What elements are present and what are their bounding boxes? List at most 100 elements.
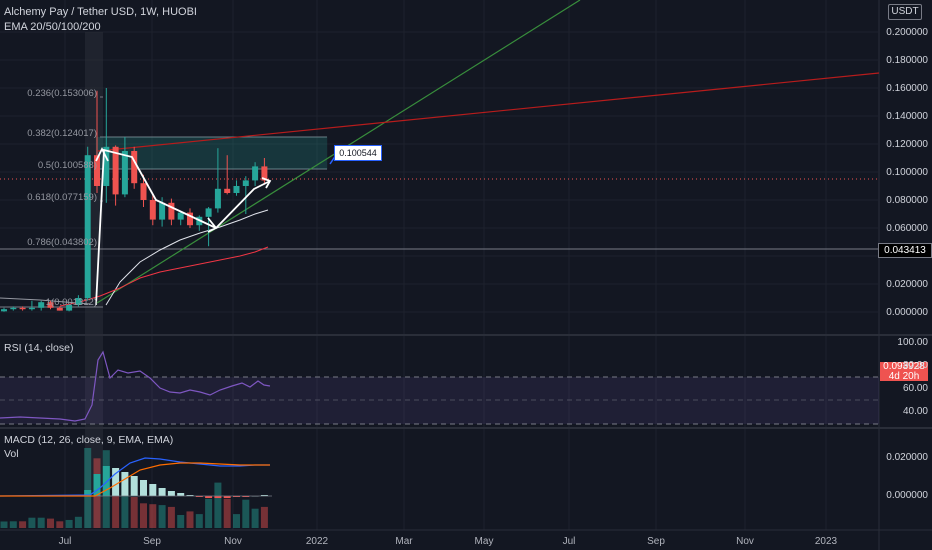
- macd-signal-line: [0, 462, 270, 497]
- candle-body[interactable]: [47, 302, 54, 308]
- candle-body[interactable]: [1, 309, 7, 312]
- macd-histogram-bar: [260, 495, 268, 496]
- macd-histogram-bar: [242, 496, 250, 497]
- price-callout[interactable]: 0.100544: [334, 145, 382, 161]
- time-tick: Jul: [562, 536, 576, 547]
- volume-bar: [223, 498, 231, 528]
- candle-body[interactable]: [84, 155, 91, 298]
- ema-legend[interactable]: EMA 20/50/100/200: [4, 21, 101, 33]
- candles-series[interactable]: [1, 88, 268, 312]
- horizontal-line-price-badge: 0.043413: [878, 243, 932, 258]
- candle-body[interactable]: [214, 188, 221, 209]
- candle-body[interactable]: [233, 186, 240, 193]
- volume-bar: [186, 511, 194, 528]
- ema-dark-line: [0, 297, 91, 305]
- macd-histogram-bar: [112, 468, 120, 496]
- volume-bar: [260, 506, 268, 528]
- current-price-badge: 0.093928 4d 20h: [880, 361, 928, 382]
- candle-body[interactable]: [252, 166, 259, 181]
- time-tick: May: [474, 536, 494, 547]
- price-tick: 0.000000: [886, 307, 928, 318]
- price-tick: 0.200000: [886, 27, 928, 38]
- rsi-line: [0, 350, 271, 422]
- rsi-legend[interactable]: RSI (14, close): [4, 342, 74, 354]
- candle-body[interactable]: [159, 202, 166, 220]
- candle-body[interactable]: [168, 202, 175, 220]
- time-tick: Nov: [224, 536, 242, 547]
- fib-zone[interactable]: [95, 136, 328, 170]
- fib-label: 0.382(0.124017): [27, 128, 97, 139]
- candle-body[interactable]: [242, 180, 249, 186]
- volume-bar: [158, 505, 166, 528]
- price-tick: 0.160000: [886, 83, 928, 94]
- price-tick: 0.100000: [886, 167, 928, 178]
- macd-legend[interactable]: MACD (12, 26, close, 9, EMA, EMA): [4, 434, 174, 446]
- bar-countdown: 4d 20h: [888, 371, 920, 382]
- volume-bar: [84, 448, 92, 528]
- volume-bar: [0, 521, 8, 528]
- candle-body[interactable]: [75, 298, 82, 305]
- volume-bar: [112, 485, 120, 528]
- candle-body[interactable]: [38, 302, 45, 308]
- macd-histogram-bar: [158, 488, 166, 496]
- candle-body[interactable]: [224, 188, 231, 193]
- arrow-head-icon: [95, 146, 109, 162]
- candle-body[interactable]: [140, 183, 147, 200]
- volume-bar: [177, 515, 185, 528]
- arrow-head-icon: [261, 177, 272, 189]
- trendline-red[interactable]: [97, 72, 880, 152]
- fib-label: 1(0.001312): [45, 297, 97, 308]
- macd-histogram-bar: [93, 474, 101, 496]
- time-tick: 2023: [814, 536, 838, 547]
- projection-path[interactable]: [95, 148, 271, 306]
- rsi-tick: 60.00: [902, 383, 928, 394]
- candle-body[interactable]: [28, 307, 35, 310]
- candle-body[interactable]: [187, 212, 193, 226]
- candle-body[interactable]: [103, 146, 110, 186]
- price-tick: 0.080000: [886, 195, 928, 206]
- fib-label: 0.618(0.077159): [27, 192, 97, 203]
- volume-bar: [167, 506, 175, 528]
- candle-body[interactable]: [121, 151, 128, 195]
- candle-body[interactable]: [94, 155, 100, 186]
- candle-body[interactable]: [19, 307, 26, 310]
- volume-bar: [242, 499, 250, 528]
- volume-legend[interactable]: Vol: [4, 448, 19, 460]
- volume-bar: [74, 516, 82, 528]
- candle-body[interactable]: [66, 305, 73, 311]
- time-tick: Sep: [647, 536, 665, 547]
- candle-body[interactable]: [261, 166, 268, 181]
- currency-button[interactable]: USDT: [888, 4, 922, 20]
- fib-label: 0.5(0.100588): [37, 160, 97, 171]
- macd-histogram-bar: [167, 491, 175, 496]
- macd-histogram: [0, 466, 268, 498]
- price-tick: 0.140000: [886, 111, 928, 122]
- macd-histogram-bar: [205, 496, 213, 498]
- candle-body[interactable]: [131, 151, 138, 184]
- candle-body[interactable]: [205, 208, 212, 217]
- macd-histogram-bar: [84, 490, 92, 496]
- candle-body[interactable]: [177, 212, 184, 220]
- candle-body[interactable]: [10, 307, 17, 310]
- candle-body[interactable]: [149, 200, 156, 220]
- volume-bar: [65, 519, 73, 528]
- volume-bar: [233, 514, 240, 528]
- macd-histogram-bar: [130, 476, 138, 496]
- candle-body[interactable]: [56, 307, 63, 311]
- symbol-title[interactable]: Alchemy Pay / Tether USD, 1W, HUOBI: [4, 6, 197, 18]
- volume-bar: [121, 485, 129, 528]
- macd-tick: 0.000000: [886, 490, 928, 501]
- volume-bar: [195, 514, 203, 528]
- volume-bar: [28, 517, 36, 528]
- current-price-value: 0.093928: [883, 361, 925, 372]
- volume-bar: [47, 518, 54, 528]
- candle-body[interactable]: [112, 146, 119, 195]
- time-tick: Mar: [395, 536, 413, 547]
- price-tick: 0.180000: [886, 55, 928, 66]
- time-tick: Sep: [143, 536, 161, 547]
- volume-bar: [205, 498, 213, 528]
- macd-line: [0, 457, 270, 497]
- volume-bar: [56, 521, 64, 528]
